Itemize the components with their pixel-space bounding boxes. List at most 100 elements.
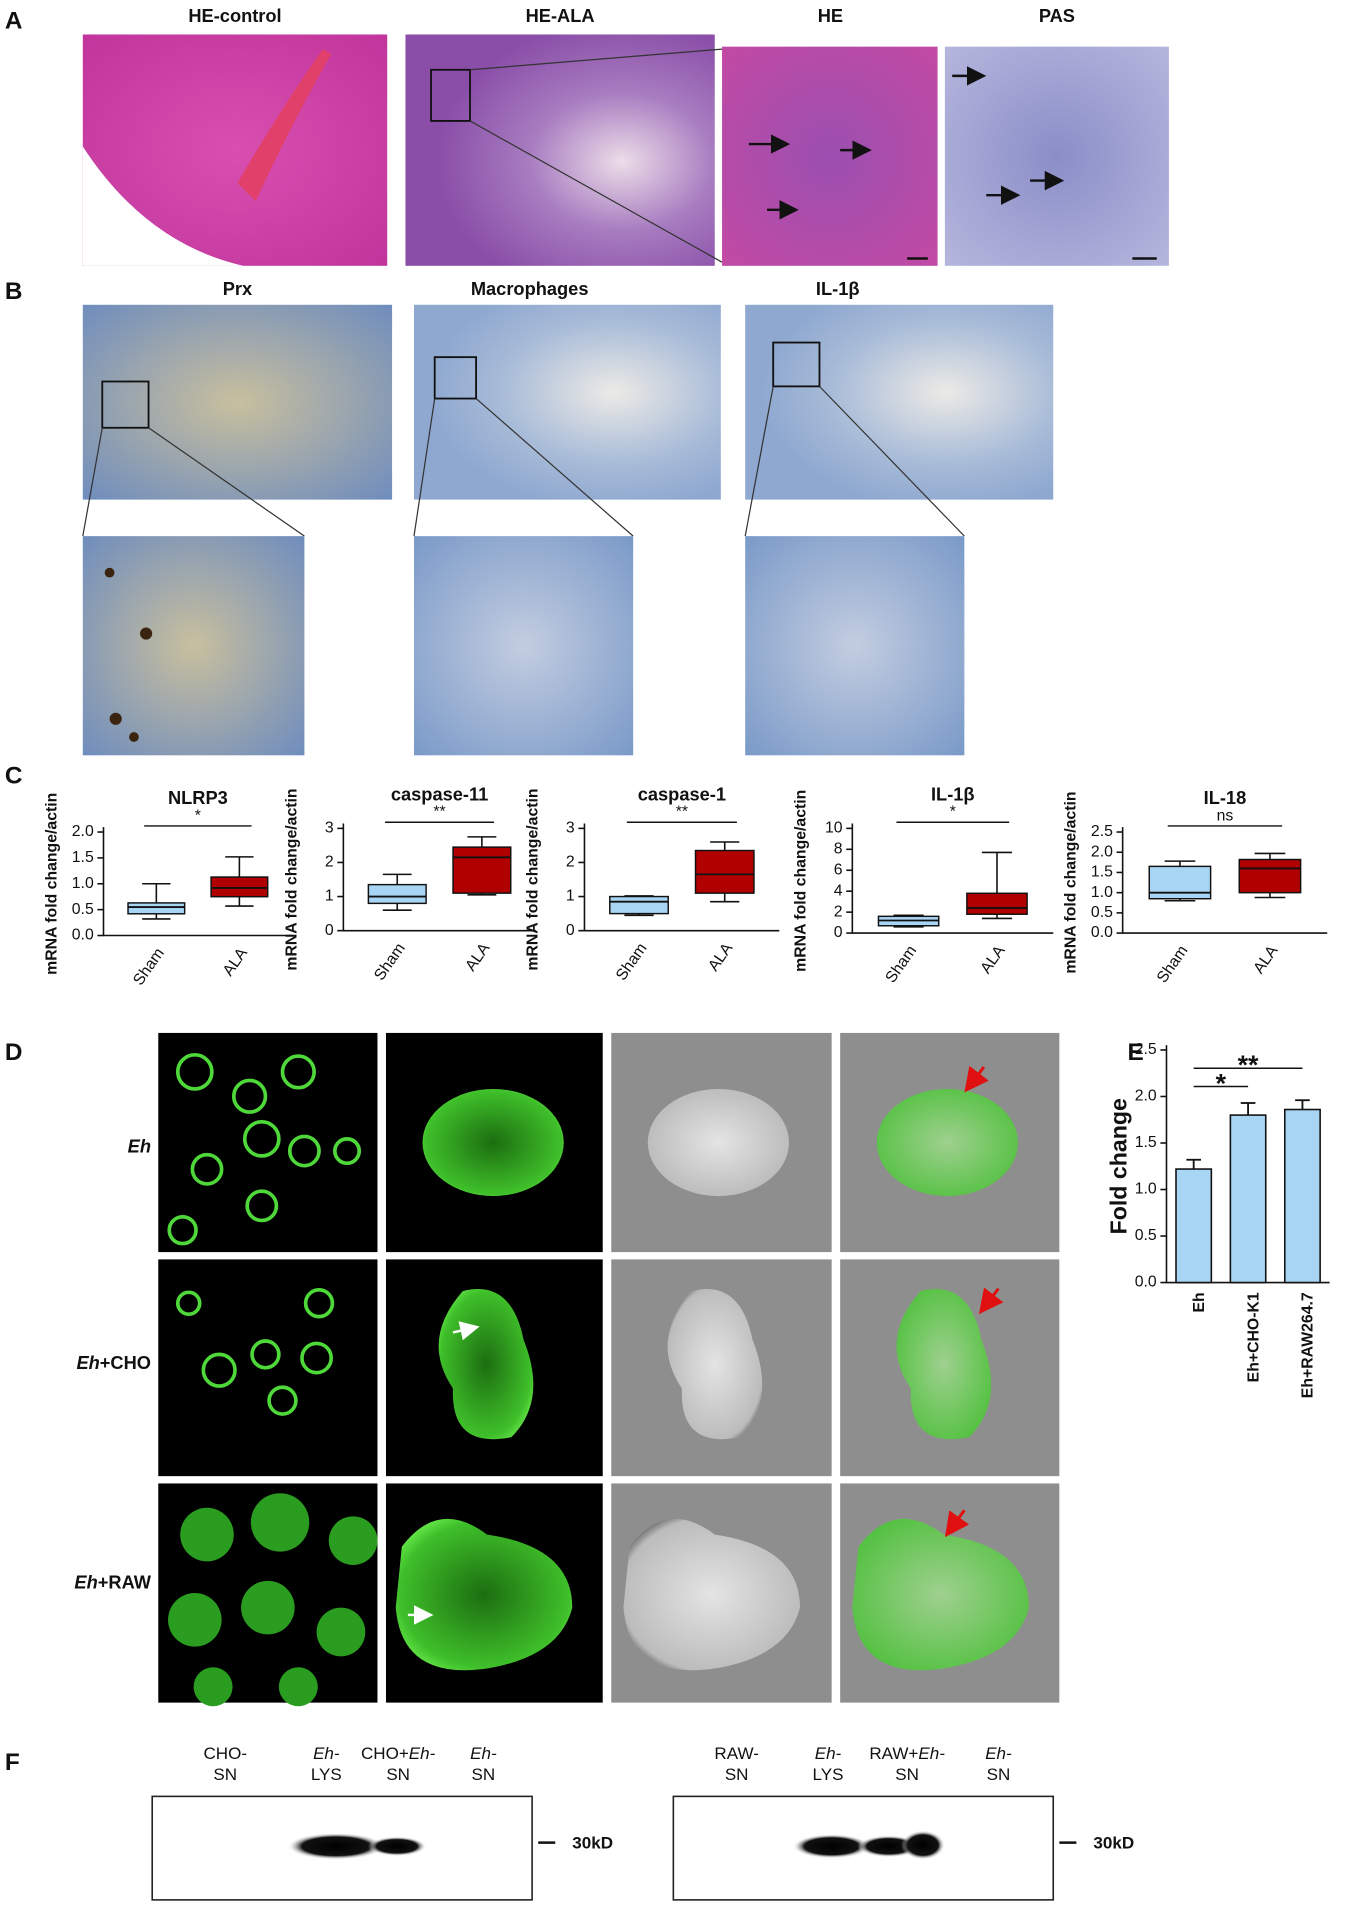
image-title: Macrophages	[471, 278, 589, 299]
text-part: Eh-	[918, 1743, 945, 1762]
y-tick-label: 0.5	[1091, 904, 1113, 921]
significance-label: *	[1216, 1068, 1227, 1098]
lane-label: Eh-	[313, 1743, 340, 1762]
y-tick-label: 1.5	[1135, 1134, 1157, 1151]
image-title: IL-1β	[816, 278, 860, 299]
chart-title: caspase-1	[638, 783, 726, 804]
box	[452, 846, 512, 894]
text-part: RAW+	[869, 1743, 918, 1762]
marker-label: 30kD	[572, 1833, 613, 1852]
y-tick-label: 2.5	[1135, 1041, 1157, 1058]
text-part: RAW-	[714, 1743, 758, 1762]
x-tick-label: Sham	[1154, 943, 1192, 987]
panel-label: A	[5, 8, 23, 35]
y-tick-label: 0.0	[1091, 924, 1113, 941]
y-axis-label: mRNA fold change/actin	[792, 790, 809, 972]
y-tick-label: 10	[825, 820, 843, 837]
y-axis-label: mRNA fold change/actin	[283, 788, 300, 970]
y-tick-label: 0.5	[1135, 1227, 1157, 1244]
x-tick-label: Eh+RAW264.7	[1300, 1292, 1317, 1398]
chart-title: caspase-11	[391, 783, 488, 804]
bar	[1175, 1168, 1213, 1284]
box	[127, 902, 186, 915]
x-tick-label: Sham	[130, 945, 168, 989]
text-part: CHO-	[203, 1743, 247, 1762]
y-tick-label: 1	[325, 888, 334, 905]
micrographs-a	[82, 34, 1169, 266]
micrographs-b	[82, 304, 1054, 756]
panel-label: E	[1128, 1039, 1144, 1066]
box	[966, 892, 1028, 915]
y-tick-label: 3	[566, 820, 575, 837]
significance-label: **	[1238, 1050, 1259, 1080]
row-label: Eh+CHO	[76, 1352, 151, 1373]
image-title: Prx	[223, 278, 253, 299]
y-tick-label: 2	[566, 854, 575, 871]
lane-label: Eh-	[470, 1743, 497, 1762]
y-tick-label: 1	[566, 888, 575, 905]
lane-label: RAW-	[714, 1743, 758, 1762]
box	[609, 895, 669, 915]
text-part: Eh-	[470, 1743, 497, 1762]
significance-label: *	[950, 804, 956, 821]
x-tick-label: ALA	[1250, 942, 1281, 977]
image-title: HE	[818, 5, 843, 26]
y-tick-label: 0	[566, 922, 575, 939]
text-part: CHO+	[361, 1743, 409, 1762]
chart-title: IL-18	[1204, 787, 1247, 808]
x-tick-label: Eh+CHO-K1	[1245, 1292, 1262, 1382]
box	[1238, 858, 1302, 894]
text-part: Eh-	[409, 1743, 436, 1762]
significance-label: *	[195, 807, 201, 824]
text-part: Eh-	[985, 1743, 1012, 1762]
box	[1148, 865, 1212, 900]
y-tick-label: 0.5	[72, 901, 94, 918]
x-tick-label: ALA	[220, 945, 251, 980]
x-tick-label: Sham	[883, 943, 921, 987]
blots	[151, 1795, 1077, 1901]
y-tick-label: 1.0	[72, 875, 94, 892]
lane-label: SN	[472, 1765, 496, 1784]
lane-label: Eh-	[985, 1743, 1012, 1762]
confocal-grid	[158, 1032, 1060, 1707]
y-axis-label: Fold change	[1105, 1098, 1131, 1234]
y-tick-label: 1.5	[1091, 864, 1113, 881]
lane-label: CHO-	[203, 1743, 247, 1762]
text-part: Eh	[76, 1352, 99, 1373]
axis-line	[1121, 827, 1328, 934]
y-tick-label: 2.0	[1091, 843, 1113, 860]
panel-label: F	[5, 1749, 20, 1776]
box	[367, 883, 427, 905]
lane-label: RAW+Eh-	[869, 1743, 945, 1762]
lane-label: LYS	[813, 1765, 844, 1784]
significance-label: **	[676, 804, 688, 821]
image-title: PAS	[1039, 5, 1075, 26]
y-tick-label: 3	[325, 820, 334, 837]
y-tick-label: 8	[834, 840, 843, 857]
y-axis-label: mRNA fold change/actin	[44, 793, 61, 975]
significance-label: ns	[1217, 807, 1234, 824]
lane-label: CHO+Eh-	[361, 1743, 436, 1762]
x-tick-label: ALA	[977, 942, 1008, 977]
y-tick-label: 6	[834, 861, 843, 878]
x-tick-label: Sham	[613, 940, 651, 984]
y-tick-label: 1.0	[1091, 884, 1113, 901]
text-part: Eh	[128, 1135, 151, 1156]
text-part: Eh	[74, 1571, 97, 1592]
y-tick-label: 0	[325, 922, 334, 939]
lane-label: SN	[386, 1765, 410, 1784]
y-tick-label: 1.0	[1135, 1181, 1157, 1198]
marker-label: 30kD	[1093, 1833, 1134, 1852]
chart-title: IL-1β	[931, 783, 975, 804]
lane-label: Eh-	[815, 1743, 842, 1762]
x-tick-label: Eh	[1191, 1292, 1208, 1312]
box	[210, 876, 269, 898]
y-tick-label: 0.0	[72, 927, 94, 944]
x-tick-label: ALA	[462, 940, 493, 975]
y-tick-label: 2	[834, 903, 843, 920]
bar	[1283, 1108, 1321, 1284]
text-part: Eh-	[313, 1743, 340, 1762]
significance-label: **	[433, 804, 445, 821]
